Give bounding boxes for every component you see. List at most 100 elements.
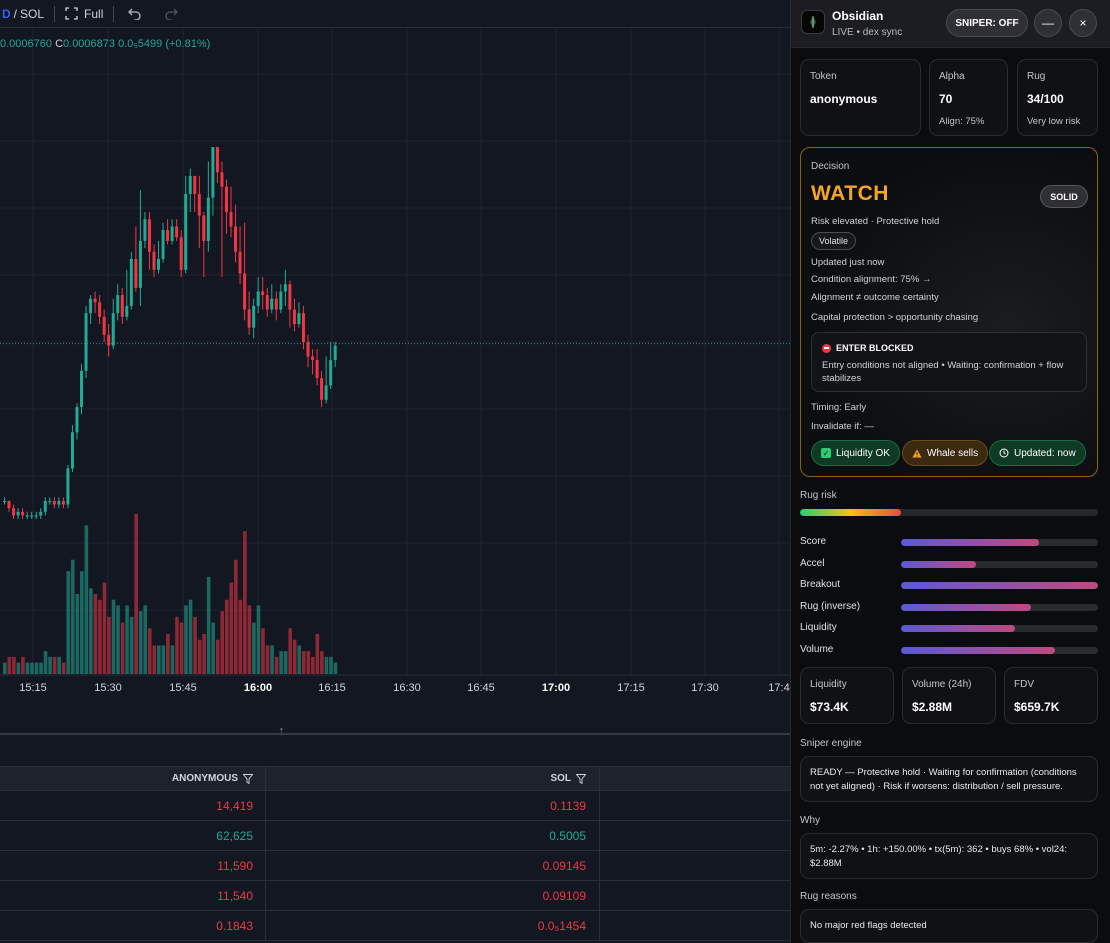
x-tick-label: 17:30 — [691, 682, 719, 694]
candle — [202, 215, 206, 241]
rug-rating: Very low risk — [1027, 116, 1081, 127]
volume-bar — [134, 514, 138, 674]
volume-bar — [179, 622, 184, 674]
table-header: ANONYMOUS SOL — [0, 766, 790, 791]
table-row[interactable]: 0.1843 0.0₅1454 — [0, 911, 790, 941]
column-header-label: ANONYMOUS — [171, 773, 238, 784]
candle — [270, 298, 274, 310]
liquidity-card: Liquidity $73.4K — [800, 667, 894, 724]
volume-bar — [147, 628, 152, 674]
undo-icon[interactable] — [128, 8, 142, 20]
volume-bar — [16, 662, 21, 674]
candle — [7, 500, 11, 509]
app-title: Obsidian — [832, 9, 884, 23]
volume-bar — [39, 662, 43, 674]
alpha-value: 70 — [939, 92, 953, 106]
candle — [120, 295, 124, 317]
candle — [324, 385, 328, 400]
enter-blocked-box: ENTER BLOCKED Entry conditions not align… — [811, 332, 1087, 392]
volume-bar — [84, 525, 89, 674]
whale-sells-pill[interactable]: Whale sells — [902, 440, 989, 466]
table-row[interactable]: 11,540 0.09109 — [0, 881, 790, 911]
candle — [175, 226, 179, 238]
close-button[interactable]: × — [1069, 9, 1097, 37]
table-row[interactable]: 11,590 0.09145 — [0, 851, 790, 881]
volume-bar — [66, 571, 71, 674]
candle — [170, 226, 174, 241]
ohlc-change: 0.0₅5499 (+0.81%) — [118, 38, 211, 50]
candle — [329, 360, 333, 386]
volume-bar — [125, 605, 129, 674]
candle — [229, 212, 233, 227]
liquidity-ok-pill[interactable]: ✓ Liquidity OK — [811, 440, 900, 466]
updated-now-pill[interactable]: Updated: now — [989, 440, 1086, 466]
trade-sol: 0.09109 — [266, 881, 600, 910]
logo-icon — [810, 16, 816, 28]
volume-bar — [75, 594, 80, 674]
candle — [283, 284, 287, 292]
volume-bar — [265, 645, 270, 674]
candle — [138, 240, 142, 288]
x-tick-label: 16:30 — [393, 682, 421, 694]
trade-amount: 62,625 — [0, 821, 266, 850]
metric-row: Score — [800, 536, 1098, 550]
candle — [243, 273, 247, 310]
resize-handle-icon[interactable]: ↕ — [278, 723, 285, 738]
candle — [3, 500, 6, 503]
blocked-icon — [822, 343, 831, 353]
candle — [89, 298, 93, 314]
token-card: Token anonymous — [800, 59, 921, 136]
volume-bar — [279, 651, 283, 674]
column-header-sol[interactable]: SOL — [266, 767, 600, 790]
candle — [143, 219, 147, 241]
candle — [30, 515, 34, 517]
filter-icon[interactable] — [243, 773, 253, 784]
pair-base: D — [2, 6, 11, 21]
candle — [134, 258, 138, 288]
rug-risk-label: Rug risk — [800, 490, 837, 501]
candle — [320, 378, 324, 400]
pair-separator: / — [13, 6, 18, 21]
symbol-pair[interactable]: D / SOL — [0, 7, 44, 21]
minimize-button[interactable]: — — [1034, 9, 1062, 37]
candle — [25, 515, 29, 517]
metric-fill — [901, 647, 1055, 654]
blocked-title: ENTER BLOCKED — [836, 343, 914, 353]
candle — [98, 302, 102, 317]
table-row[interactable]: 62,625 0.5005 — [0, 821, 790, 851]
candlestick-chart[interactable]: 15:15 15:30 15:45 16:00 16:15 16:30 16:45 17:00… — [0, 29, 790, 733]
x-tick-label: 17:15 — [617, 682, 645, 694]
rug-risk-fill — [800, 509, 902, 516]
volume-bar — [25, 662, 30, 674]
volume-bar — [261, 628, 265, 674]
fullscreen-label: Full — [84, 6, 104, 21]
fdv-label: FDV — [1014, 679, 1034, 690]
volume-bar — [93, 594, 98, 674]
fdv-value: $659.7K — [1014, 700, 1060, 714]
volume-bar — [297, 645, 302, 674]
volume-bar — [256, 605, 261, 674]
redo-icon[interactable] — [164, 8, 179, 20]
token-value: anonymous — [810, 92, 878, 106]
metric-fill — [901, 539, 1039, 546]
pill-label: Updated: now — [1014, 447, 1076, 459]
filter-icon[interactable] — [576, 773, 586, 784]
check-icon: ✓ — [821, 448, 831, 458]
pane-divider[interactable] — [0, 733, 790, 735]
candle — [111, 313, 115, 346]
ohlc-close-value: 0.0006873 — [63, 38, 116, 50]
candle — [39, 511, 43, 516]
price-chart[interactable]: 15:15 15:30 15:45 16:00 16:15 16:30 16:45 17:00… — [0, 29, 790, 733]
volume-bar — [274, 656, 279, 674]
fullscreen-button[interactable]: Full — [65, 7, 103, 21]
volume-bar — [224, 599, 229, 674]
volume-bar — [12, 656, 16, 674]
volume-bar — [7, 656, 12, 674]
column-header-amount[interactable]: ANONYMOUS — [0, 767, 266, 790]
candle — [256, 291, 260, 306]
trade-amount: 11,540 — [0, 881, 266, 910]
candle — [297, 313, 301, 324]
sniper-toggle-button[interactable]: SNIPER: OFF — [946, 9, 1028, 37]
table-row[interactable]: 14,419 0.1139 — [0, 791, 790, 821]
fullscreen-icon — [65, 7, 78, 20]
